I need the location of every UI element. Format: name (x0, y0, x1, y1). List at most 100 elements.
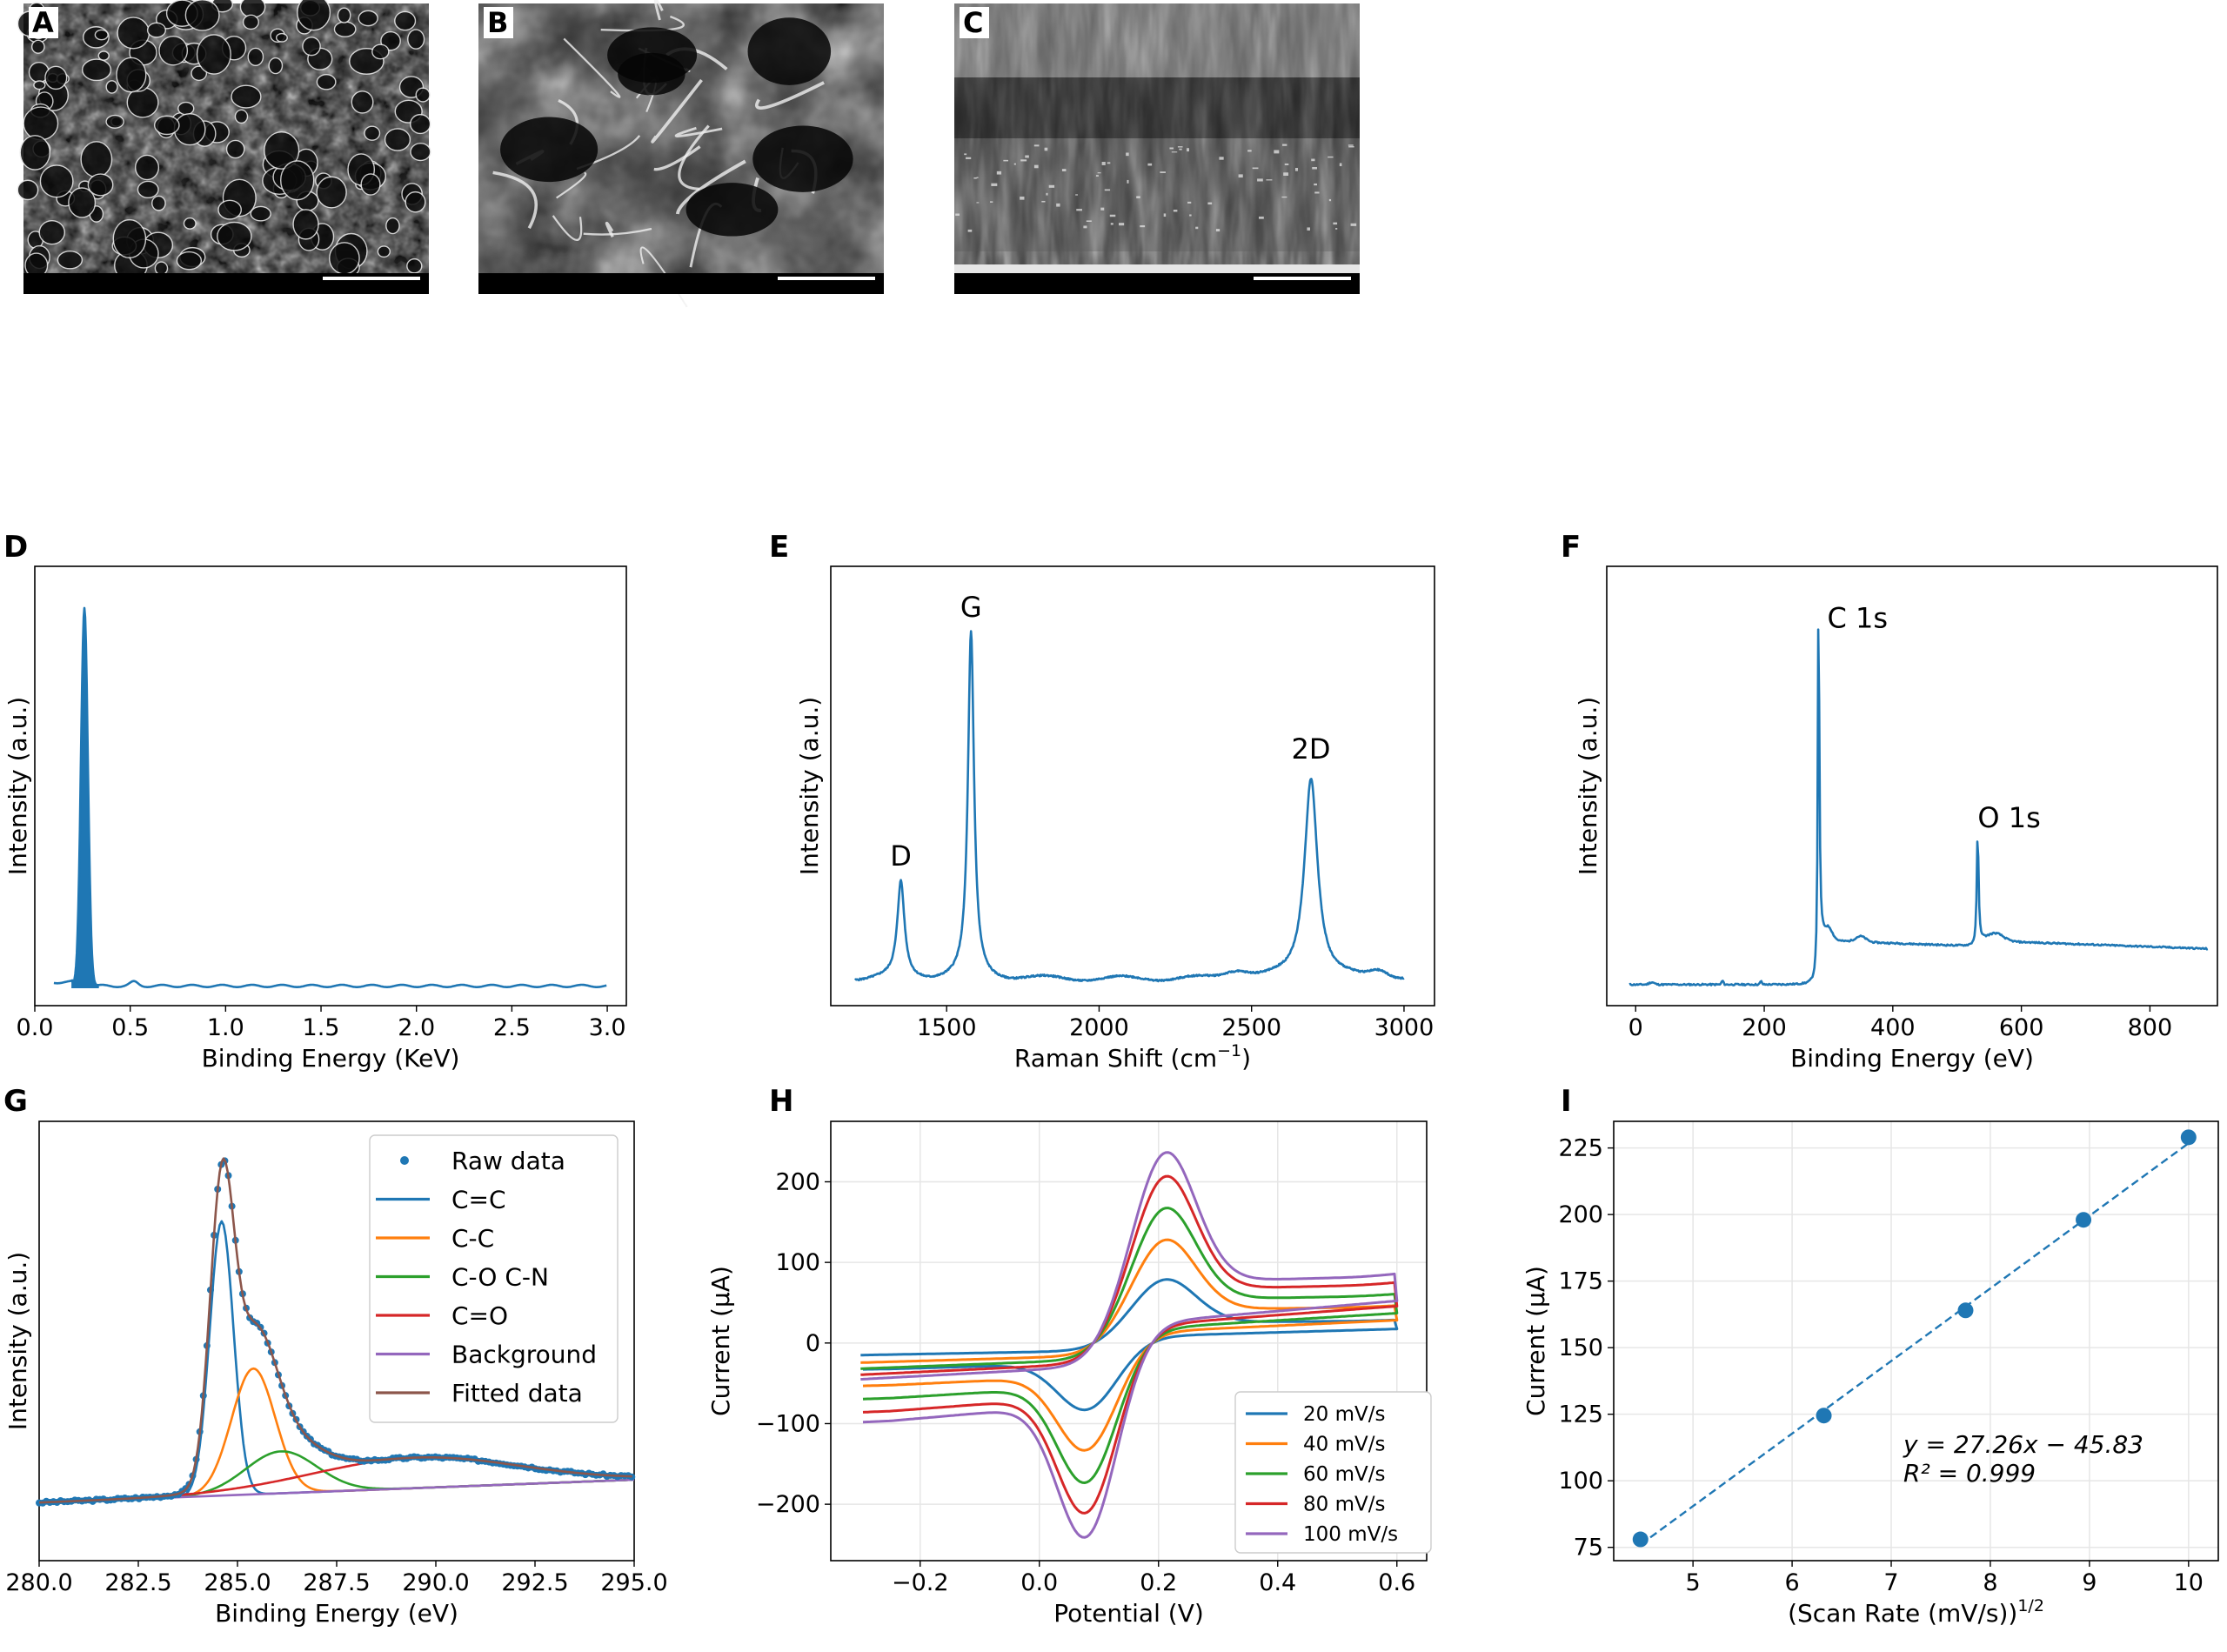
sem-sheet-edge (653, 145, 701, 171)
sem-pore (364, 125, 381, 141)
sem-particle (1328, 198, 1332, 202)
panel-letter-g: G (3, 1084, 28, 1119)
x-tick-label: −0.2 (892, 1569, 949, 1596)
sem-pore (333, 21, 357, 37)
x-tick-label: 3000 (1374, 1014, 1435, 1041)
sem-particle (1252, 167, 1259, 170)
legend-label: Raw data (451, 1147, 565, 1175)
sem-info-label: tilt (114, 276, 123, 283)
sem-particle (1328, 156, 1334, 158)
sem-info-label: det (666, 276, 677, 283)
sem-particle (1025, 155, 1029, 158)
sem-letter-badge (29, 7, 58, 38)
sem-particle (1044, 147, 1048, 151)
sem-pore (30, 39, 45, 54)
y-tick-label: 0 (806, 1330, 820, 1357)
panel-letter-f: F (1561, 530, 1581, 565)
x-axis-label: (Scan Rate (mV/s))1/2 (1788, 1596, 2044, 1628)
sem-sheet-edge (674, 126, 723, 137)
sem-logo-icon: ❄ (29, 278, 37, 291)
sem-info-label: HV (498, 276, 506, 283)
sem-particle (1348, 145, 1354, 148)
legend-label: 40 mV/s (1303, 1434, 1385, 1456)
sem-particle (1312, 167, 1318, 170)
sem-substrate (954, 138, 1360, 251)
sem-pore (409, 113, 431, 135)
sem-info-value: 15.00 kV (43, 285, 70, 292)
x-tick-label: 10 (2174, 1569, 2204, 1596)
sem-porous-layer (954, 3, 1360, 77)
sem-pore (184, 0, 220, 31)
sem-particle (964, 153, 967, 156)
sem-particle (1350, 223, 1357, 226)
sem-info-label: WD (1019, 276, 1029, 283)
sem-particle (1274, 150, 1280, 154)
y-tick-label: 225 (1558, 1135, 1603, 1162)
sem-pore (217, 199, 242, 220)
sem-particle (1061, 169, 1067, 171)
data-point (2180, 1129, 2197, 1146)
sem-sheet-edge (605, 222, 614, 238)
sem-sheet-edge (563, 37, 621, 98)
sem-info-value: 6.1 mm (543, 285, 566, 292)
sem-pore (177, 101, 195, 116)
y-axis-label: Intensity (a.u.) (3, 1252, 32, 1430)
sem-particle (1160, 171, 1166, 173)
sem-particle (1136, 196, 1140, 198)
sem-particle (1119, 223, 1125, 226)
sem-particle (1104, 189, 1111, 191)
sem-info-value: ETD (1142, 285, 1154, 292)
sem-particle (1314, 183, 1318, 186)
sem-particle (1282, 144, 1287, 146)
eds-peak-fill (71, 607, 99, 988)
sem-pore (406, 257, 423, 274)
axes-frame (1613, 1120, 2219, 1562)
sem-info-label: HFW (161, 276, 175, 283)
sem-pore (292, 209, 319, 240)
sem-particle (1348, 144, 1354, 146)
sem-info-label: HV (973, 276, 982, 283)
x-tick-label: 9 (2082, 1569, 2097, 1596)
sem-particle (1033, 144, 1040, 147)
y-axis-label: Intensity (a.u.) (1574, 697, 1602, 875)
x-axis-label: Binding Energy (KeV) (202, 1044, 460, 1073)
sem-logo-icon: ❄ (484, 278, 492, 291)
sem-info-value: Field-Free (229, 285, 258, 292)
x-tick-label: 0.6 (1378, 1569, 1415, 1596)
sem-sheet-edge (583, 227, 652, 236)
y-axis-label: Current (μA) (1521, 1266, 1550, 1416)
sem-info-label: tilt (1045, 276, 1053, 283)
sem-info-value: 2 000 x (131, 285, 154, 292)
x-tick-label: 200 (1742, 1014, 1787, 1041)
sem-pore (87, 173, 114, 197)
sem-info-label: WD (88, 276, 98, 283)
sem-pore (394, 10, 417, 31)
sem-particle (1110, 223, 1114, 225)
sem-pore (351, 90, 374, 114)
x-tick-label: 2500 (1221, 1014, 1281, 1041)
sem-sheet-edge (675, 159, 746, 215)
legend-label: 80 mV/s (1303, 1494, 1385, 1516)
legend-label: Fitted data (451, 1379, 583, 1408)
chart-f-xps-survey: 0 200 400 600 800 Binding Energy (eV) Intensit… (1574, 565, 2218, 1073)
peak-label-c1s: C 1s (1827, 602, 1888, 635)
sem-particle (973, 177, 977, 179)
sem-info-value: 20 μs (645, 285, 663, 292)
sem-pore (134, 154, 160, 181)
sem-pore (337, 7, 351, 23)
panel-letter-b: B (487, 6, 508, 39)
x-tick-label: 282.5 (104, 1569, 171, 1596)
sem-particle (1283, 172, 1289, 177)
sem-particle (991, 183, 998, 186)
sem-particle (1086, 220, 1092, 223)
legend-label: C=O (451, 1301, 508, 1330)
sem-pore (329, 242, 360, 275)
sem-particle (1187, 201, 1192, 204)
sem-particle (1020, 196, 1025, 200)
y-axis-label: Intensity (a.u.) (795, 697, 824, 875)
fitted-data-line (38, 1157, 632, 1504)
sem-pore (33, 80, 46, 90)
sem-info-value: 0 ° (1045, 285, 1053, 292)
sem-particle (1097, 172, 1101, 174)
sem-pore (234, 109, 249, 124)
